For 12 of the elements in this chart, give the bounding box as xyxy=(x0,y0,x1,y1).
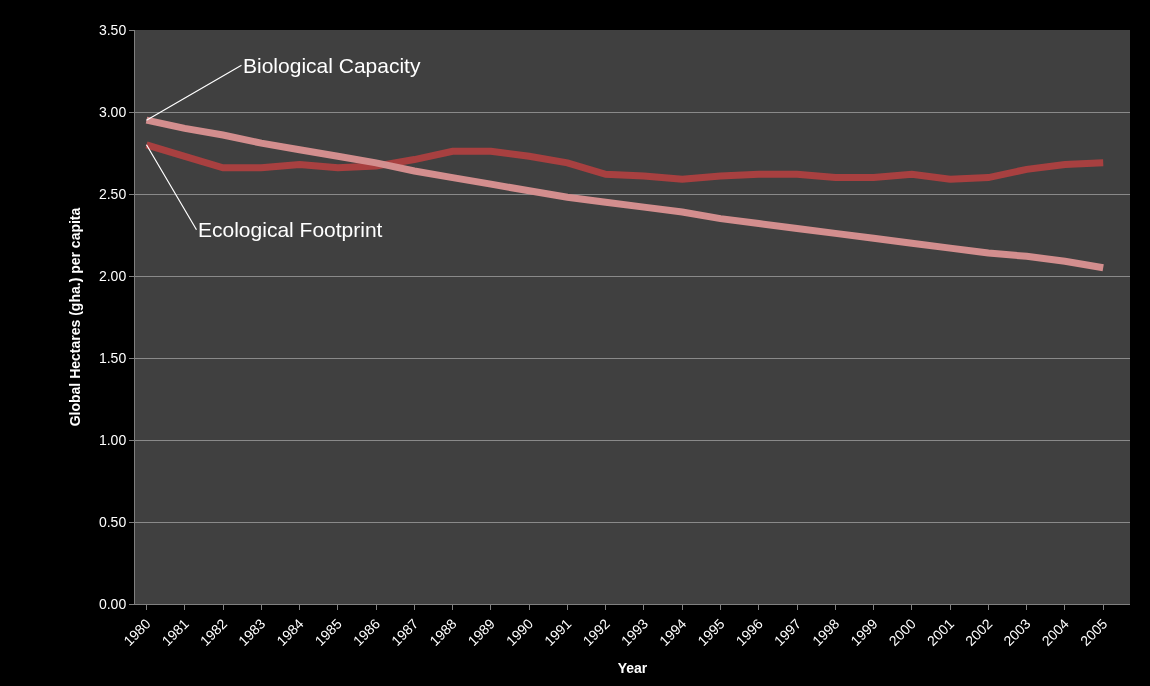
y-tick-label: 2.50 xyxy=(98,185,127,202)
y-tick-label: 0.50 xyxy=(98,513,127,530)
y-tick-label: 3.00 xyxy=(98,103,127,120)
y-tick-label: 0.00 xyxy=(98,595,127,612)
text: Ecological Footprint xyxy=(198,218,383,241)
y-tick-label: 1.50 xyxy=(98,349,127,366)
y-tick-label: 1.00 xyxy=(98,431,127,448)
x-axis-title: Year xyxy=(617,660,648,677)
y-tick-label: 2.00 xyxy=(98,267,127,284)
y-tick-label: 3.50 xyxy=(98,21,127,38)
y-axis-title: Global Hectares (gha.) per capita xyxy=(66,207,83,427)
text: Biological Capacity xyxy=(243,54,421,77)
